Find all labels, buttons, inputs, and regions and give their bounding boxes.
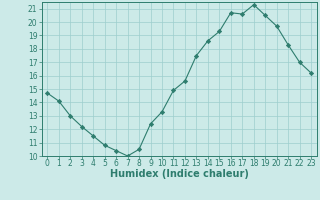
X-axis label: Humidex (Indice chaleur): Humidex (Indice chaleur) (110, 169, 249, 179)
